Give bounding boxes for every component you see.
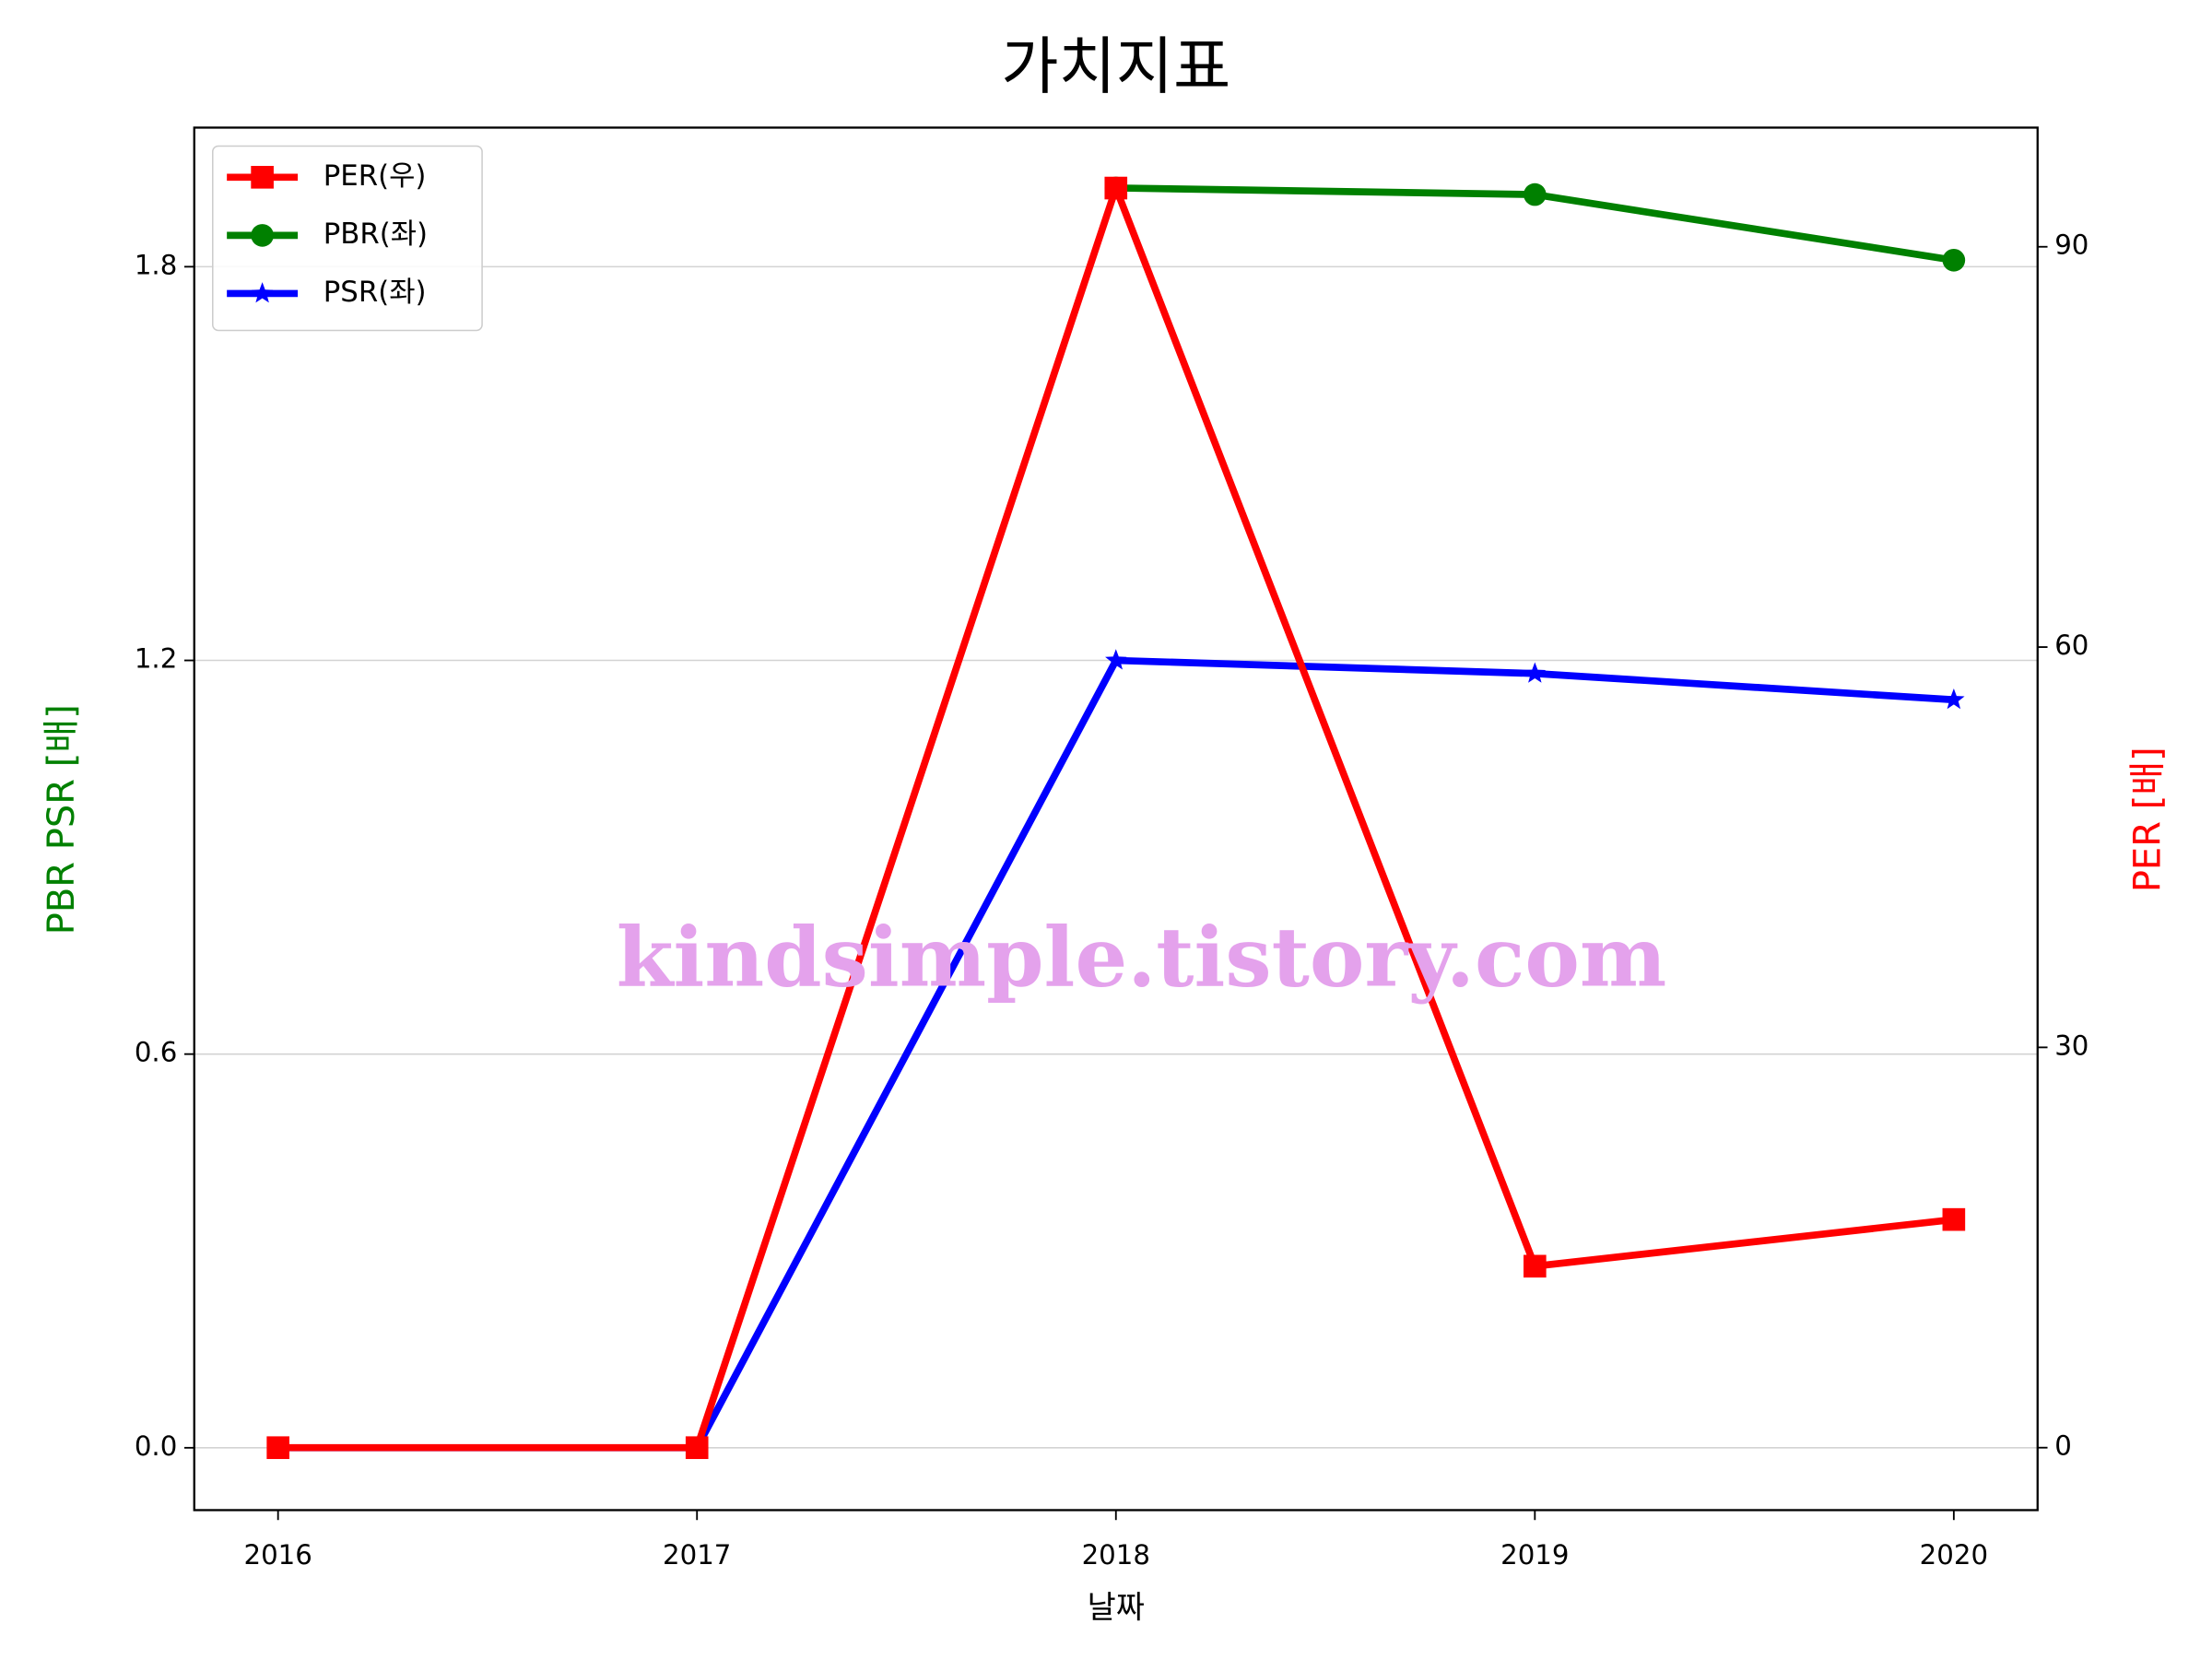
marker [1105, 649, 1127, 670]
y2-tick-label: 0 [2054, 1430, 2072, 1462]
marker [1524, 1254, 1547, 1278]
watermark: kindsimple.tistory.com [617, 910, 1667, 1006]
x-tick-label: 2019 [1500, 1539, 1569, 1571]
marker [251, 166, 274, 189]
marker [251, 224, 274, 247]
legend-label: PSR(좌) [324, 276, 427, 309]
marker [251, 282, 274, 303]
y2-tick-label: 60 [2054, 629, 2088, 661]
y-tick-label: 0.0 [135, 1430, 177, 1462]
y-tick-label: 0.6 [135, 1037, 177, 1068]
y2-tick-label: 90 [2054, 229, 2088, 261]
marker [685, 1436, 709, 1460]
marker [1524, 182, 1547, 206]
legend-label: PBR(좌) [324, 218, 428, 251]
x-tick-label: 2018 [1082, 1539, 1150, 1571]
marker [1942, 248, 1966, 272]
x-axis-label: 날짜 [1088, 1590, 1145, 1626]
marker [266, 1436, 289, 1460]
y-tick-label: 1.8 [135, 249, 177, 280]
y2-axis-label: PER [배] [2126, 747, 2169, 892]
x-tick-label: 2020 [1920, 1539, 1988, 1571]
x-tick-label: 2017 [663, 1539, 731, 1571]
x-tick-label: 2016 [243, 1539, 312, 1571]
marker [1524, 662, 1547, 683]
y-axis-label: PBR PSR [배] [41, 704, 83, 935]
legend-frame [212, 145, 483, 332]
y-tick-label: 1.2 [135, 643, 177, 675]
marker [1104, 176, 1128, 200]
marker [1943, 688, 1965, 710]
chart-title: 가치지표 [1001, 29, 1230, 102]
marker [1942, 1207, 1966, 1231]
y2-tick-label: 30 [2054, 1030, 2088, 1061]
legend-label: PER(우) [324, 159, 427, 193]
